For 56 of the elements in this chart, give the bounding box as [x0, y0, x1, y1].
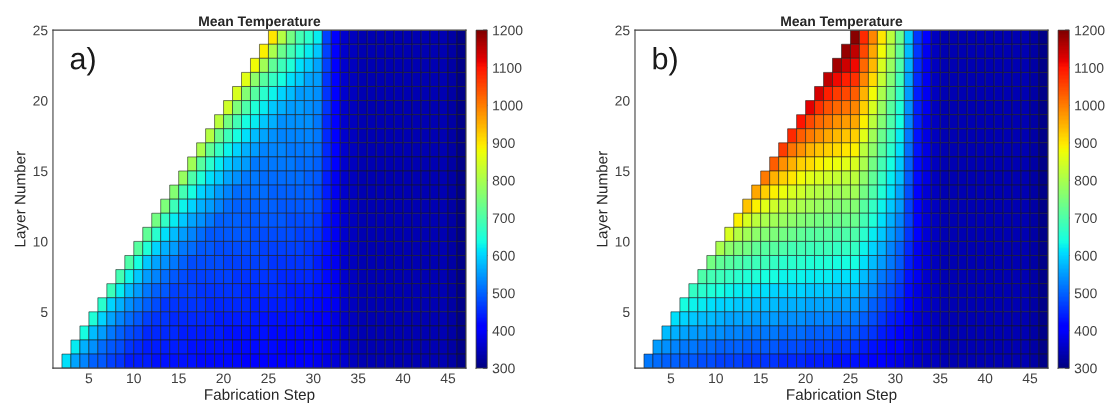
y-tick-label: 10 [615, 236, 630, 247]
x-tick-label: 35 [933, 373, 948, 384]
color-bar-label: 900 [492, 138, 515, 148]
x-axis-title: Fabrication Step [787, 388, 897, 403]
x-tick-label: 15 [171, 373, 186, 384]
y-tick-label: 5 [622, 307, 630, 317]
color-bar-label: 800 [492, 175, 515, 186]
x-tick-label: 45 [440, 373, 456, 384]
color-bar-label: 800 [1074, 175, 1097, 186]
chart-title: Mean Temperature [199, 16, 321, 29]
y-tick-label: 20 [33, 95, 48, 106]
color-bar-label: 500 [492, 288, 515, 299]
color-bar-label: 400 [1074, 325, 1097, 336]
color-bar-label: 1200 [1075, 25, 1105, 36]
annotation: a) [70, 47, 95, 76]
x-tick-label: 45 [1022, 373, 1038, 384]
x-tick-label: 40 [977, 373, 993, 384]
x-tick-label: 20 [798, 373, 813, 384]
color-bar-label: 1100 [1075, 63, 1104, 73]
color-bar-label: 700 [492, 213, 515, 224]
y-axis-title: Layer Number [596, 151, 611, 247]
color-bar-label: 300 [492, 363, 515, 374]
x-tick-label: 35 [351, 373, 366, 384]
x-tick-label: 5 [85, 373, 93, 384]
y-tick-label: 25 [33, 25, 48, 36]
y-tick-label: 25 [615, 25, 630, 36]
color-bar-label: 700 [1074, 213, 1097, 224]
y-tick-label: 15 [615, 166, 630, 177]
x-tick-label: 30 [888, 373, 903, 384]
x-axis-title: Fabrication Step [205, 388, 315, 403]
y-tick-label: 10 [33, 236, 48, 247]
color-bar-label: 300 [1074, 363, 1097, 374]
color-bar-label: 1000 [1075, 100, 1105, 111]
chart-title: Mean Temperature [781, 16, 903, 29]
y-axis-title: Layer Number [14, 151, 29, 247]
color-bar-label: 1200 [493, 25, 523, 36]
x-tick-label: 20 [216, 373, 231, 384]
x-tick-label: 25 [843, 373, 858, 384]
color-bar-label: 400 [492, 325, 515, 336]
color-bar-label: 1000 [493, 100, 523, 111]
x-tick-label: 5 [667, 373, 675, 384]
color-bar-label: 1100 [493, 63, 522, 73]
y-tick-label: 20 [615, 95, 630, 106]
color-bar-label: 900 [1074, 138, 1097, 148]
x-tick-label: 15 [754, 373, 768, 384]
x-tick-label: 40 [395, 373, 411, 384]
y-tick-label: 5 [40, 307, 48, 317]
y-tick-label: 15 [33, 166, 48, 177]
x-tick-label: 10 [709, 373, 723, 384]
x-tick-label: 25 [261, 373, 276, 384]
color-bar-label: 600 [1074, 250, 1097, 261]
color-bar-label: 600 [492, 250, 515, 261]
annotation: b) [653, 47, 677, 76]
x-tick-label: 30 [306, 373, 321, 384]
color-bar-label: 500 [1074, 288, 1097, 299]
x-tick-label: 10 [127, 373, 141, 384]
